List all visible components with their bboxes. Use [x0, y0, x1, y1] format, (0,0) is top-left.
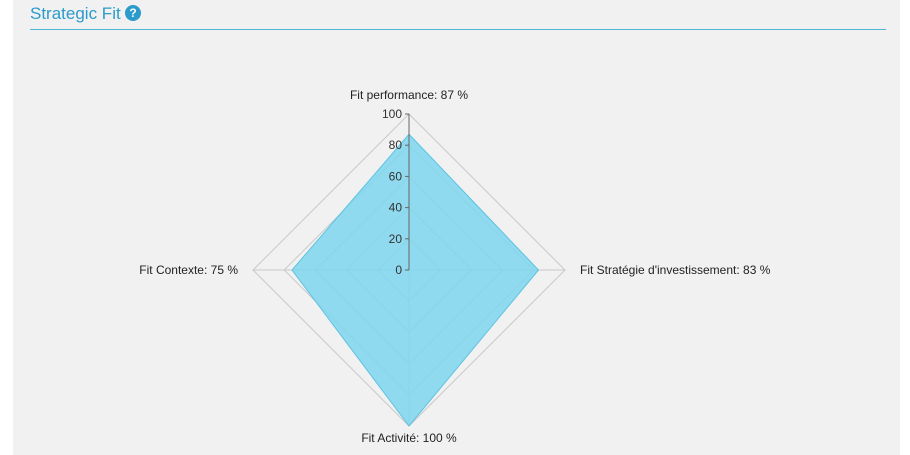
- tick-label: 60: [389, 169, 403, 183]
- panel-header: Strategic Fit ?: [30, 0, 886, 30]
- tick-label: 100: [382, 107, 402, 121]
- axis-label: Fit performance: 87 %: [350, 88, 468, 102]
- axis-label: Fit Contexte: 75 %: [139, 263, 238, 277]
- radial-ticks: 0 20 40 60 80 100: [382, 107, 409, 277]
- data-area: [291, 133, 540, 427]
- axis-labels: Fit performance: 87 % Fit Stratégie d'inv…: [139, 88, 770, 445]
- panel-title: Strategic Fit: [30, 4, 121, 23]
- axis-label: Fit Stratégie d'investissement: 83 %: [580, 263, 771, 277]
- tick-label: 0: [395, 263, 402, 277]
- axis-label: Fit Activité: 100 %: [361, 431, 457, 445]
- tick-label: 40: [389, 201, 403, 215]
- question-circle-icon[interactable]: ?: [125, 5, 141, 21]
- tick-label: 80: [389, 138, 403, 152]
- tick-label: 20: [389, 232, 403, 246]
